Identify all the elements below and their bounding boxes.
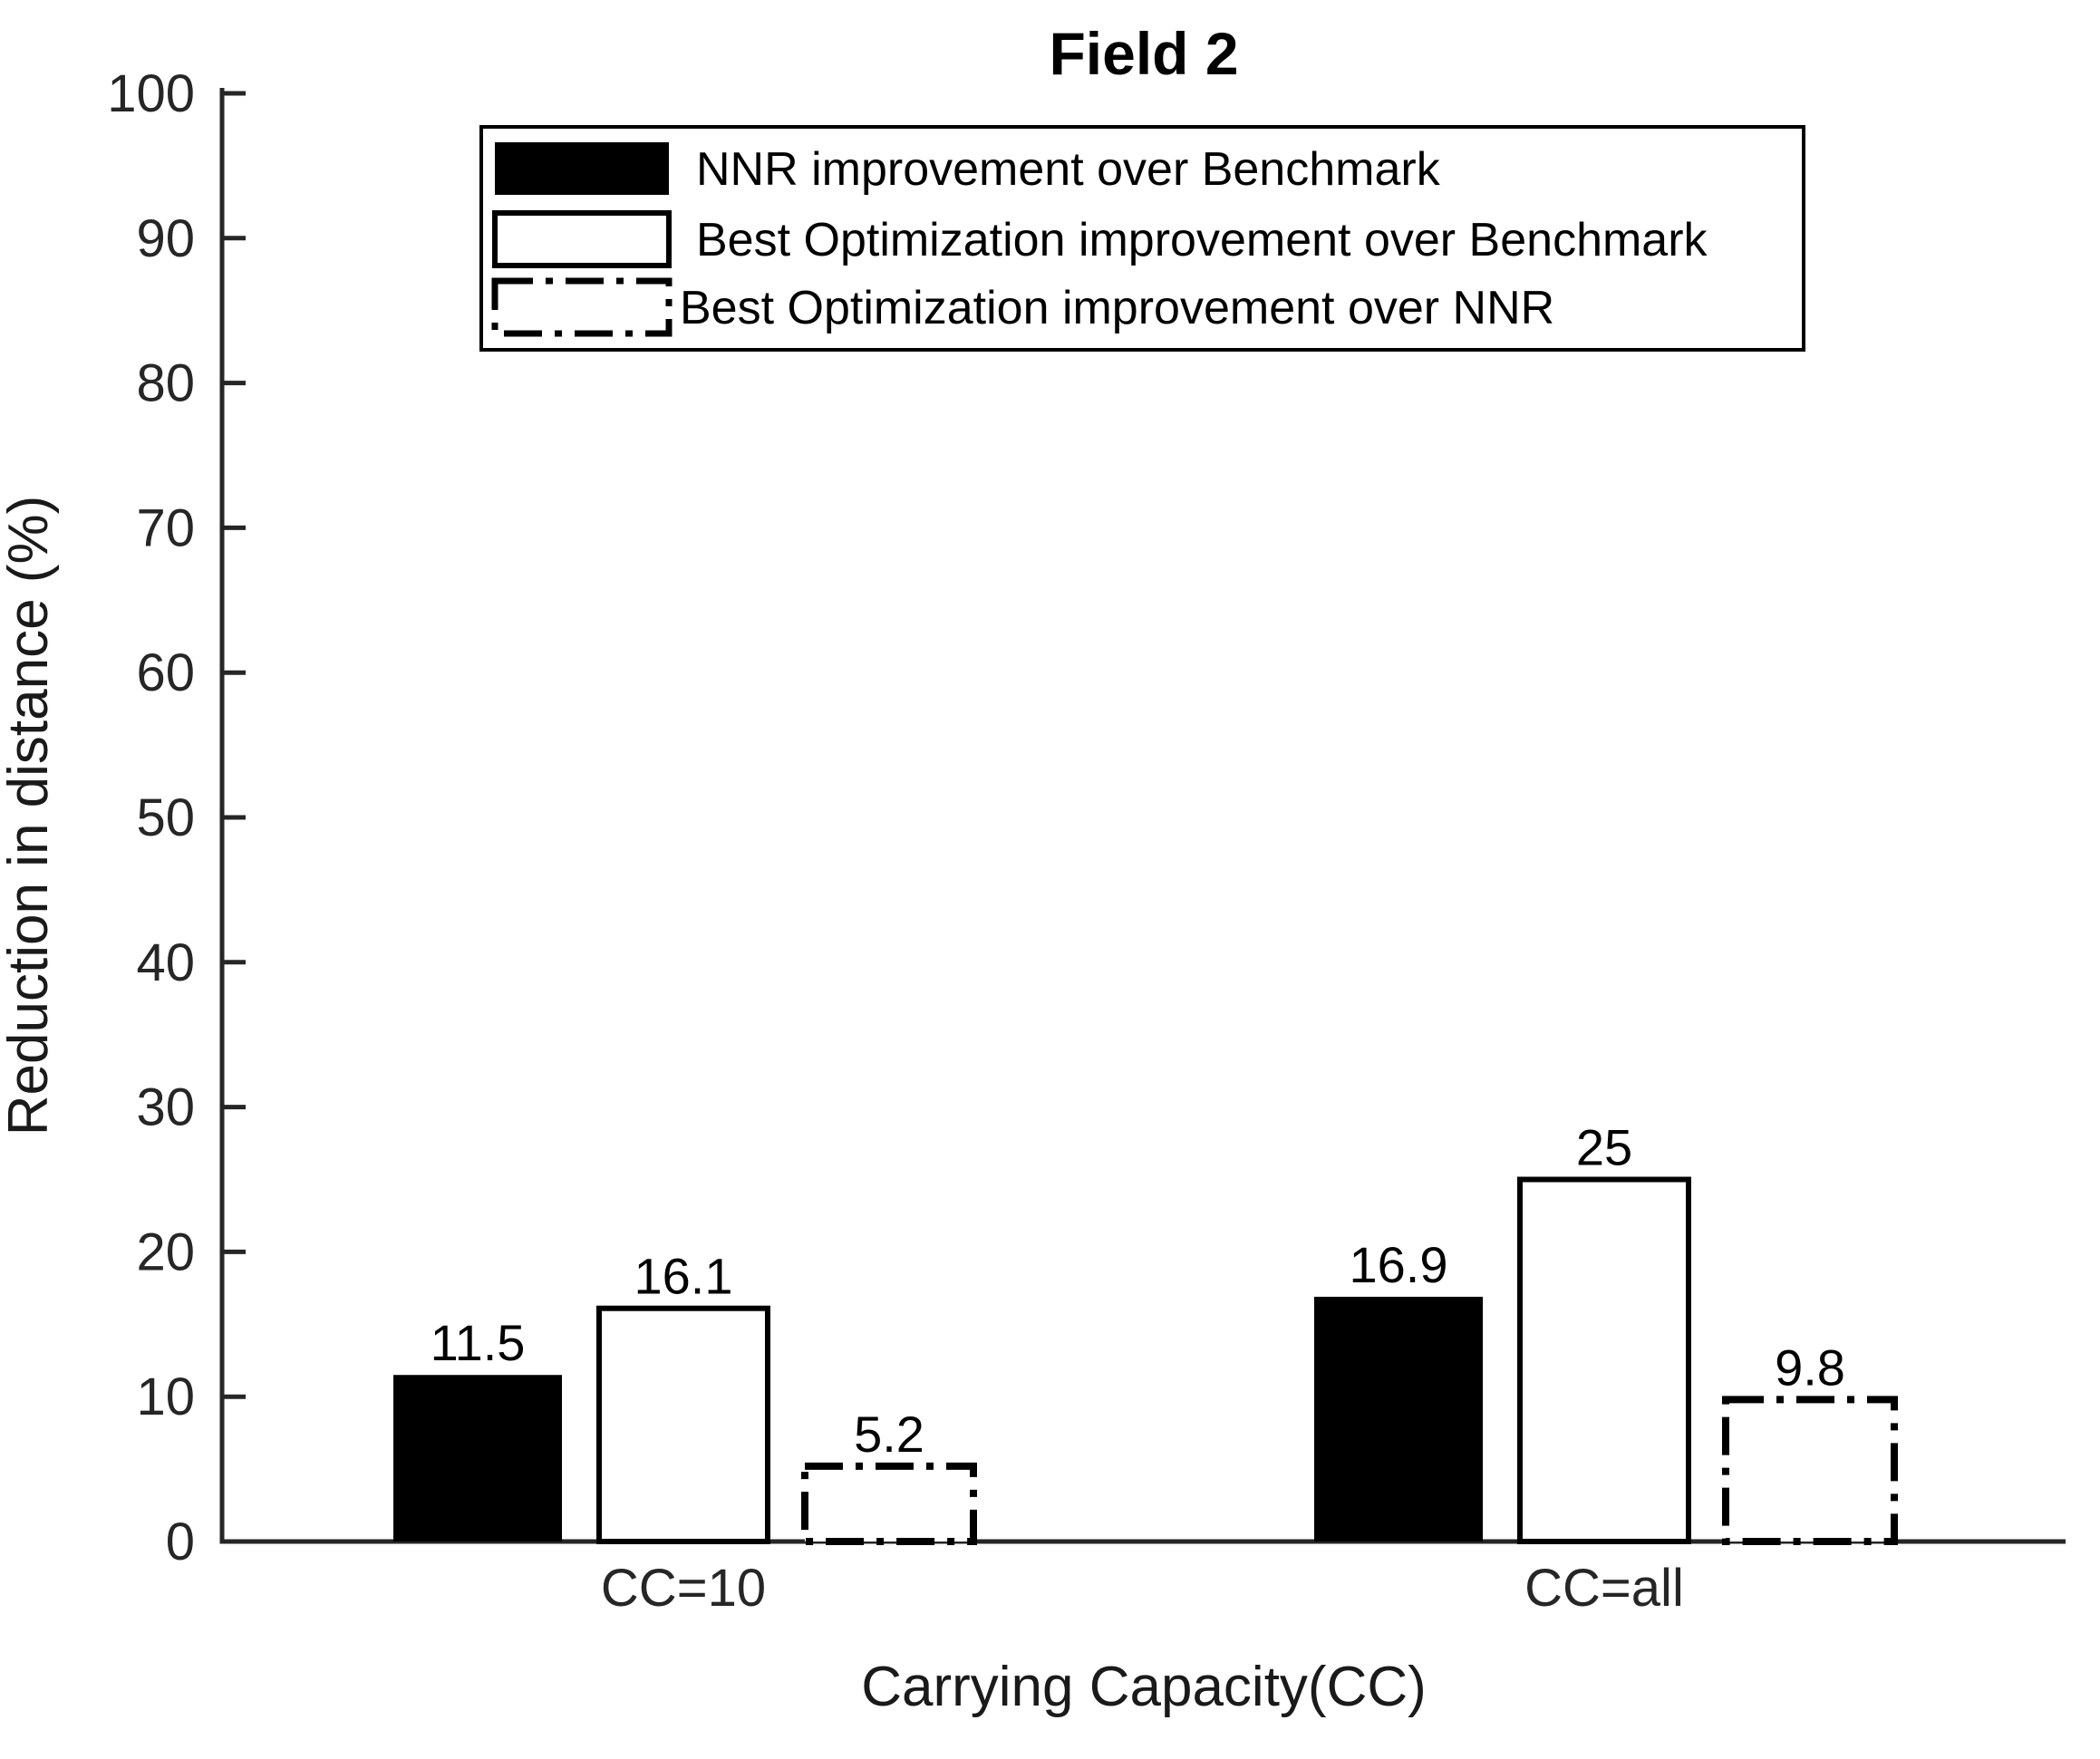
legend-entry-label: Best Optimization improvement over Bench… (696, 214, 1708, 266)
legend-swatch-solid-black (495, 142, 669, 195)
y-tick-label: 90 (136, 209, 195, 268)
bar-value-label: 16.9 (1350, 1236, 1448, 1293)
bar-value-label: 25 (1576, 1119, 1632, 1176)
chart-title: Field 2 (1049, 20, 1238, 87)
bar-white-solid-border-CC=10 (596, 1305, 770, 1545)
x-axis-label: Carrying Capacity(CC) (861, 1656, 1427, 1718)
y-tick-label: 80 (136, 354, 195, 413)
axes: 0 10 20 30 40 50 60 70 80 90 100 CC=10 CC=all (107, 64, 2066, 1618)
y-tick-label: 10 (136, 1368, 195, 1426)
y-tick-label: 60 (136, 643, 195, 702)
y-tick-label: 50 (136, 788, 195, 847)
bar-white-dashdot-border-CC=10 (801, 1462, 977, 1546)
y-tick-label: 100 (107, 64, 195, 123)
y-axis-label: Reduction in distance (%) (0, 496, 60, 1136)
y-tick-label: 30 (136, 1078, 195, 1137)
y-tick-label: 0 (166, 1513, 195, 1571)
y-tick-label: 20 (136, 1223, 195, 1281)
bar-solid-black-CC=all (1314, 1296, 1483, 1542)
legend-swatch-white-solid-border (492, 210, 672, 268)
bar-value-label: 9.8 (1775, 1339, 1845, 1396)
bar-value-label: 16.1 (634, 1248, 733, 1305)
legend-swatch-white-dashdot-border (491, 277, 673, 337)
legend: NNR improvement over Benchmark Best Optim… (479, 125, 1805, 352)
bar-white-dashdot-border-CC=all (1722, 1396, 1898, 1545)
legend-box (479, 125, 1805, 352)
bars: 11.5 16.1 5.2 16.9 25 9.8 (393, 1119, 1898, 1546)
bar-white-solid-border-CC=all (1517, 1176, 1691, 1544)
bar-solid-black-CC=10 (393, 1375, 562, 1542)
bar-value-label: 5.2 (854, 1406, 924, 1463)
bar-value-label: 11.5 (431, 1314, 526, 1371)
y-tick-label: 40 (136, 933, 195, 992)
x-tick-label: CC=10 (601, 1559, 766, 1618)
legend-entry-label: Best Optimization improvement over NNR (680, 282, 1554, 334)
x-tick-label: CC=all (1524, 1559, 1684, 1618)
legend-entry-label: NNR improvement over Benchmark (696, 143, 1441, 196)
y-tick-label: 70 (136, 498, 195, 557)
